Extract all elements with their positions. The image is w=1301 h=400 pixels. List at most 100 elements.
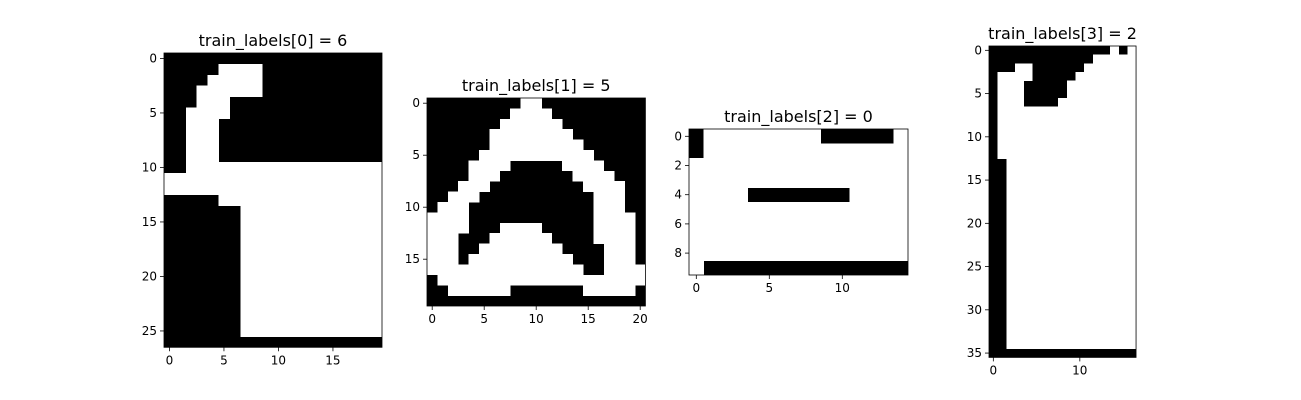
pixel-cell bbox=[1049, 270, 1059, 280]
pixel-cell bbox=[1101, 175, 1111, 185]
pixel-cell bbox=[1084, 149, 1094, 159]
pixel-cell bbox=[1006, 89, 1016, 99]
pixel-cell bbox=[1084, 123, 1094, 133]
pixel-cell bbox=[1075, 288, 1085, 298]
pixel-cell bbox=[1058, 106, 1068, 116]
pixel-cell bbox=[1040, 210, 1050, 220]
pixel-cell bbox=[185, 172, 198, 185]
pixel-cell bbox=[878, 143, 894, 159]
panel-0-title: train_labels[0] = 6 bbox=[199, 31, 348, 51]
pixel-cell bbox=[1023, 331, 1033, 341]
pixel-cell bbox=[1075, 219, 1085, 229]
pixel-cell bbox=[185, 107, 198, 119]
pixel-cell bbox=[1118, 123, 1128, 133]
pixel-cell bbox=[262, 314, 274, 326]
pixel-cell bbox=[1101, 123, 1111, 133]
pixel-cell bbox=[732, 143, 748, 159]
pixel-cell bbox=[1092, 106, 1102, 116]
pixel-cell bbox=[1032, 253, 1042, 263]
pixel-cell bbox=[327, 271, 339, 283]
pixel-cell bbox=[624, 285, 636, 296]
pixel-cell bbox=[1092, 236, 1102, 246]
pixel-cell bbox=[1066, 322, 1076, 332]
pixel-cell bbox=[1092, 141, 1102, 151]
pixel-cell bbox=[820, 231, 836, 247]
pixel-cell bbox=[458, 181, 469, 192]
pixel-cell bbox=[1075, 80, 1085, 90]
pixel-cell bbox=[294, 162, 307, 174]
pixel-cell bbox=[1040, 132, 1050, 142]
pixel-cell bbox=[316, 314, 328, 326]
pixel-cell bbox=[489, 233, 501, 244]
pixel-cell bbox=[360, 325, 372, 337]
pixel-cell bbox=[218, 96, 230, 108]
pixel-cell bbox=[520, 118, 532, 130]
x-tick-label: 10 bbox=[271, 353, 286, 367]
pixel-cell bbox=[273, 325, 285, 337]
pixel-cell bbox=[1023, 63, 1033, 73]
pixel-cell bbox=[1101, 322, 1111, 332]
pixel-cell bbox=[1110, 167, 1120, 177]
pixel-cell bbox=[1092, 89, 1102, 99]
pixel-cell bbox=[294, 303, 307, 315]
pixel-cell bbox=[1118, 331, 1128, 341]
pixel-cell bbox=[1049, 115, 1059, 125]
pixel-cell bbox=[458, 202, 469, 213]
pixel-cell bbox=[1023, 132, 1033, 142]
pixel-cell bbox=[603, 243, 615, 255]
pixel-cell bbox=[878, 158, 894, 174]
pixel-cell bbox=[1127, 54, 1137, 64]
pixel-cell bbox=[294, 249, 307, 261]
pixel-cell bbox=[251, 325, 263, 337]
pixel-cell bbox=[1075, 322, 1085, 332]
pixel-cell bbox=[1014, 175, 1024, 185]
pixel-cell bbox=[1118, 314, 1128, 324]
pixel-cell bbox=[1040, 244, 1050, 254]
pixel-cell bbox=[1110, 296, 1120, 306]
pixel-cell bbox=[776, 216, 792, 232]
pixel-cell bbox=[1014, 115, 1024, 125]
pixel-cell bbox=[479, 170, 490, 182]
pixel-cell bbox=[762, 172, 777, 188]
pixel-cell bbox=[349, 314, 361, 326]
pixel-cell bbox=[316, 292, 328, 305]
pixel-cell bbox=[703, 245, 719, 261]
pixel-cell bbox=[1092, 322, 1102, 332]
panel-1: train_labels[1] = 5 0 5 10 15 20 0 5 10 15 bbox=[405, 76, 648, 326]
pixel-cell bbox=[240, 205, 252, 217]
pixel-cell bbox=[1006, 115, 1016, 125]
pixel-cell bbox=[371, 238, 383, 250]
pixel-cell bbox=[196, 183, 208, 196]
pixel-cell bbox=[499, 254, 511, 265]
pixel-cell bbox=[1066, 201, 1076, 211]
pixel-cell bbox=[1110, 331, 1120, 341]
pixel-cell bbox=[1032, 219, 1042, 229]
pixel-cell bbox=[1023, 322, 1033, 332]
pixel-cell bbox=[1127, 158, 1137, 168]
pixel-cell bbox=[864, 187, 880, 203]
pixel-cell bbox=[1058, 193, 1068, 203]
pixel-cell bbox=[427, 264, 438, 276]
pixel-cell bbox=[1006, 322, 1016, 332]
pixel-cell bbox=[305, 281, 317, 294]
pixel-cell bbox=[1040, 184, 1050, 194]
pixel-cell bbox=[1084, 89, 1094, 99]
pixel-cell bbox=[437, 264, 449, 276]
pixel-cell bbox=[614, 264, 625, 276]
pixel-cell bbox=[1084, 296, 1094, 306]
pixel-cell bbox=[1032, 175, 1042, 185]
pixel-cell bbox=[240, 314, 252, 326]
pixel-cell bbox=[541, 264, 553, 276]
pixel-cell bbox=[1040, 305, 1050, 315]
pixel-cell bbox=[1127, 314, 1137, 324]
pixel-cell bbox=[262, 260, 274, 272]
pixel-cell bbox=[316, 249, 328, 261]
pixel-cell bbox=[1006, 97, 1016, 107]
pixel-cell bbox=[240, 74, 252, 87]
pixel-cell bbox=[1023, 158, 1033, 168]
pixel-cell bbox=[1058, 253, 1068, 263]
pixel-cell bbox=[1127, 279, 1137, 289]
pixel-cell bbox=[1101, 149, 1111, 159]
pixel-cell bbox=[520, 150, 532, 161]
pixel-cell bbox=[603, 222, 615, 234]
